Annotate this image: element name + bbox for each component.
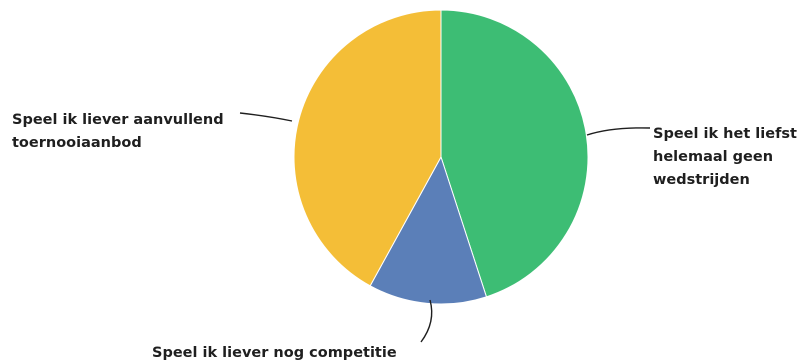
slice-label-line: helemaal geen (653, 149, 773, 165)
leader-line-1 (586, 127, 651, 136)
leader-lines (239, 112, 651, 343)
slice-label-1: Speel ik het liefst helemaal geen wedstrij… (653, 126, 797, 188)
leader-line-3 (239, 112, 293, 122)
slice-label-2: Speel ik liever nog competitie (152, 345, 397, 361)
slice-label-line: Speel ik liever nog competitie (152, 345, 397, 361)
slice-labels: Speel ik het liefst helemaal geen wedstrij… (12, 112, 797, 361)
slice-label-line: Speel ik liever aanvullend (12, 112, 224, 128)
slice-label-line: wedstrijden (653, 172, 750, 188)
pie-slice-3 (293, 9, 442, 287)
slice-label-line: Speel ik het liefst (653, 126, 797, 142)
pie-slice-2 (369, 155, 488, 305)
pie-slices (293, 9, 589, 305)
pie-slice-1 (440, 9, 589, 298)
leader-line-2 (420, 299, 433, 343)
slice-label-line: toernooiaanbod (12, 135, 142, 151)
slice-label-3: Speel ik liever aanvullend toernooiaanbod (12, 112, 224, 151)
